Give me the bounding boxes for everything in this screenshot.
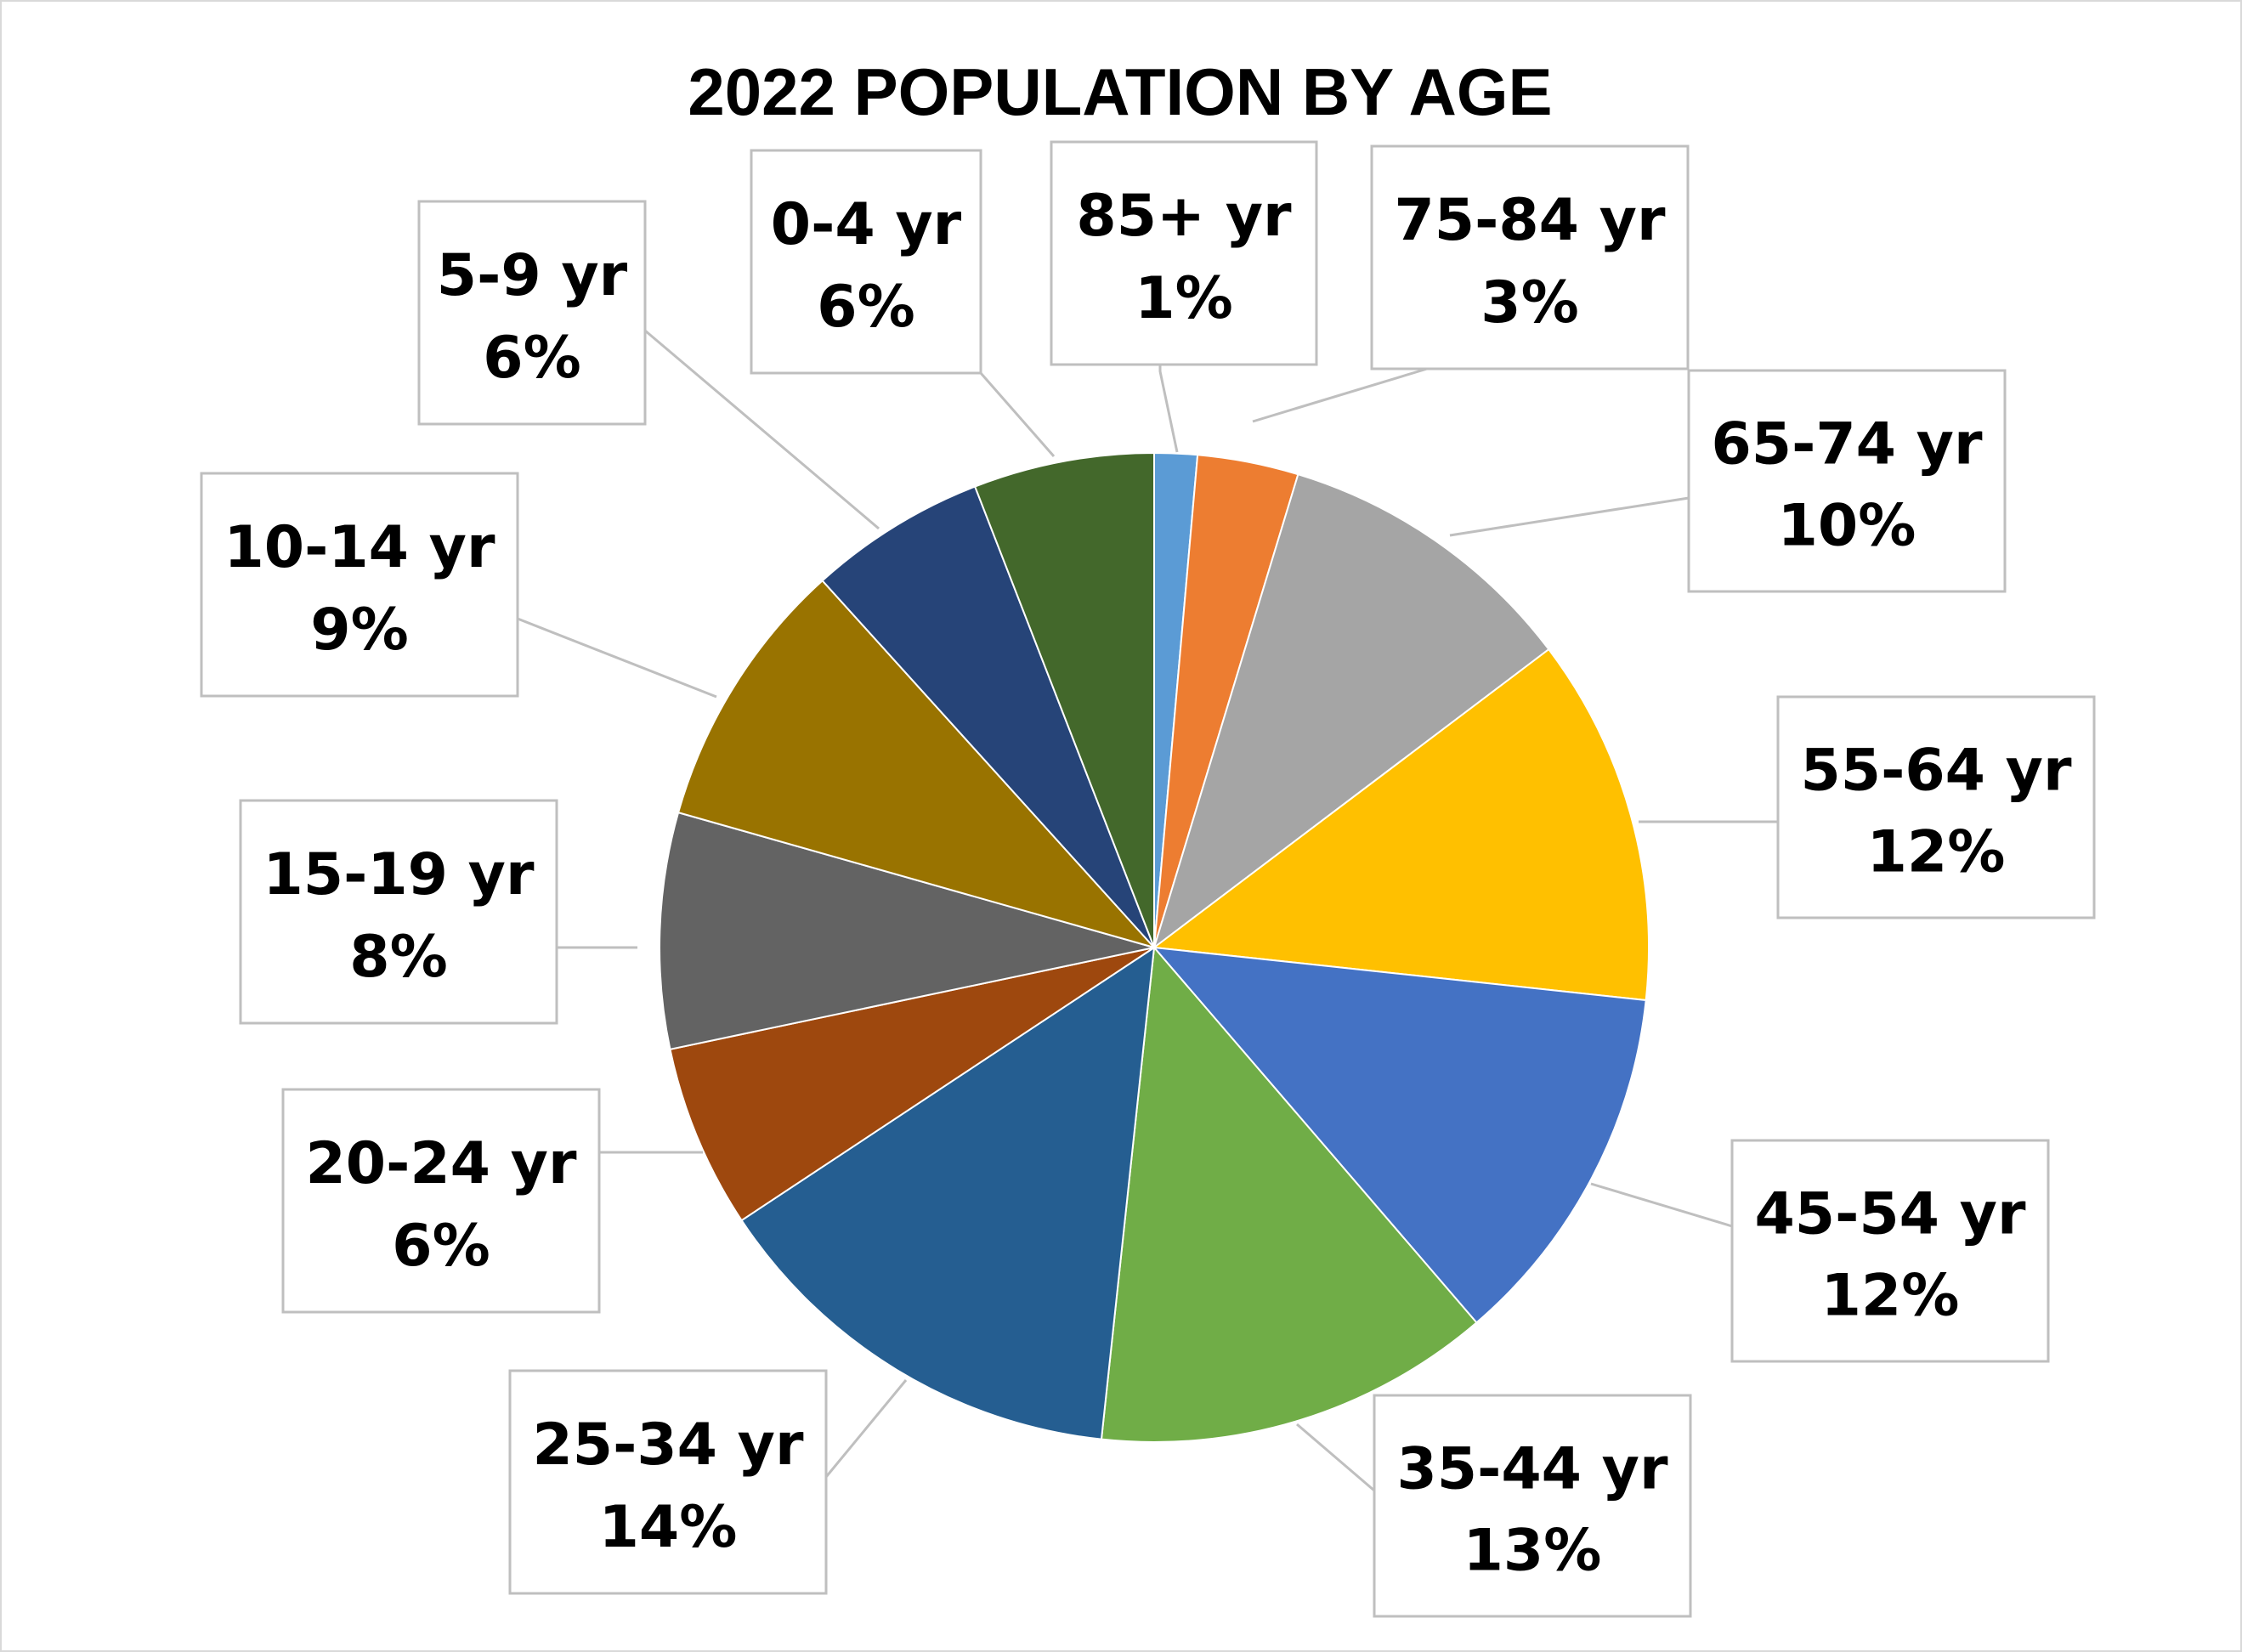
data-label: 5-9 yr 6% [417, 200, 647, 426]
slice-category-label: 75-84 yr [1394, 187, 1665, 254]
leader-line [1158, 365, 1179, 453]
chart-title: 2022 POPULATION BY AGE [688, 54, 1552, 129]
pie-slice-5-9-yr [821, 485, 1155, 948]
data-label: 45-54 yr 12% [1730, 1139, 2050, 1363]
data-label-box [1373, 1394, 1692, 1618]
slice-percent-label: 10% [1778, 493, 1916, 560]
slice-percent-label: 9% [310, 597, 408, 664]
pie-slice-35-44-yr [1100, 945, 1478, 1443]
slice-percent-label: 6% [392, 1213, 490, 1280]
slice-category-label: 45-54 yr [1754, 1181, 2025, 1248]
leader-line [1252, 367, 1428, 423]
data-label-box [1050, 140, 1318, 366]
data-label-box [281, 1088, 601, 1314]
slice-category-label: 55-64 yr [1800, 738, 2071, 805]
data-label: 0-4 yr 6% [750, 149, 982, 375]
slice-category-label: 35-44 yr [1396, 1436, 1667, 1503]
leader-line [517, 617, 717, 699]
data-label: 25-34 yr 14% [508, 1369, 828, 1595]
data-label-box [200, 472, 519, 698]
data-label-box [1776, 695, 2096, 919]
slice-category-label: 10-14 yr [224, 514, 495, 581]
slice-percent-label: 6% [817, 274, 914, 341]
slice-percent-label: 6% [483, 325, 580, 392]
data-label: 35-44 yr 13% [1373, 1394, 1692, 1618]
data-label-box [1687, 369, 2007, 593]
data-label: 10-14 yr 9% [200, 472, 519, 698]
slice-percent-label: 12% [1821, 1263, 1960, 1330]
leader-line [644, 329, 880, 530]
pie-slice-10-14-yr [677, 579, 1158, 949]
slice-category-label: 25-34 yr [532, 1412, 803, 1479]
data-label: 15-19 yr 8% [239, 799, 558, 1025]
slice-percent-label: 13% [1464, 1518, 1602, 1585]
pie-slice-25-34-yr [740, 945, 1156, 1440]
data-labels: 85+ yr 1% 75-84 yr 3% 65-74 yr 10% 55-64 yr 12%… [200, 140, 2096, 1618]
data-label-box [1370, 144, 1690, 371]
slice-category-label: 15-19 yr [263, 841, 534, 908]
slice-category-label: 65-74 yr [1711, 411, 1982, 478]
data-label: 55-64 yr 12% [1776, 695, 2096, 919]
pie-slice-65-74-yr [1152, 472, 1550, 950]
pie-slices [659, 451, 1650, 1443]
slice-category-label: 85+ yr [1076, 183, 1292, 250]
slice-category-label: 20-24 yr [305, 1130, 576, 1197]
leader-line [1449, 496, 1690, 537]
leader-lines [517, 329, 1778, 1492]
slice-percent-label: 3% [1481, 269, 1578, 337]
slice-category-label: 0-4 yr [771, 191, 962, 258]
leader-line [881, 371, 1056, 457]
data-label-box [417, 200, 647, 426]
pie-slice-20-24-yr [669, 947, 1155, 1222]
slice-category-label: 5-9 yr [437, 242, 628, 309]
pie-slice-0-4-yr [973, 451, 1155, 948]
pie-slice-15-19-yr [659, 811, 1155, 1050]
data-label: 85+ yr 1% [1050, 140, 1318, 366]
leader-line [1590, 1182, 1733, 1228]
slice-percent-label: 1% [1135, 265, 1232, 332]
slice-percent-label: 14% [599, 1494, 738, 1561]
data-label-box [750, 149, 982, 375]
data-label-box [1730, 1139, 2050, 1363]
data-label-box [239, 799, 558, 1025]
data-label: 65-74 yr 10% [1687, 369, 2007, 593]
leader-line [824, 1379, 908, 1478]
slice-percent-label: 12% [1867, 819, 2006, 886]
leader-line [1296, 1423, 1375, 1492]
data-label-box [508, 1369, 828, 1595]
data-label: 20-24 yr 6% [281, 1088, 601, 1314]
data-label: 75-84 yr 3% [1370, 144, 1690, 371]
pie-slice-45-54-yr [1152, 946, 1647, 1324]
slice-percent-label: 8% [349, 924, 447, 991]
pie-slice-55-64-yr [1152, 648, 1650, 1002]
